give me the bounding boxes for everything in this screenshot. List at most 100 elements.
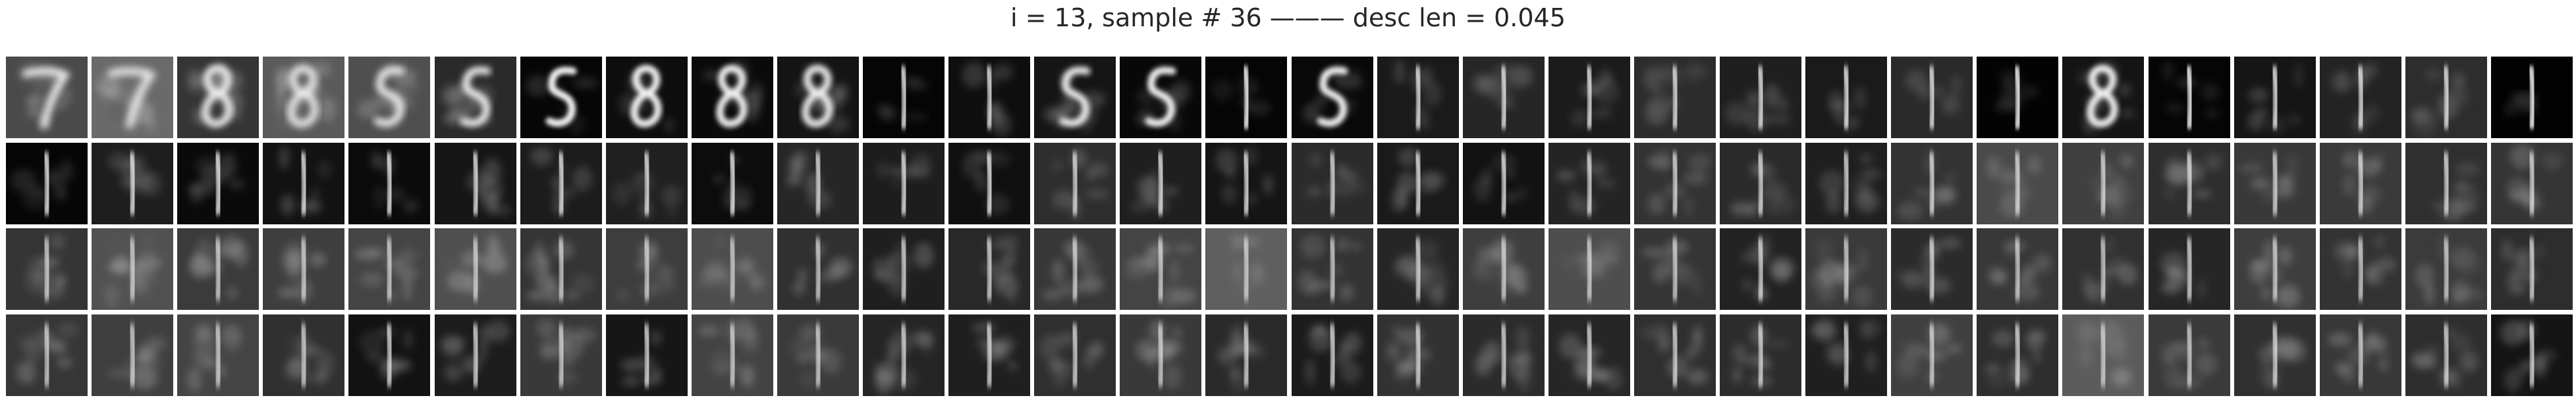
digit-thumbnail xyxy=(1633,142,1716,224)
digit-thumbnail xyxy=(6,57,88,138)
digit-thumbnail xyxy=(1462,57,1545,138)
digit-thumbnail xyxy=(263,314,345,397)
digit-thumbnail xyxy=(1120,314,1202,397)
digit-thumbnail xyxy=(434,228,516,311)
digit-thumbnail xyxy=(6,228,88,311)
digit-thumbnail xyxy=(1377,57,1459,138)
digit-thumbnail xyxy=(1120,228,1202,311)
digit-thumbnail xyxy=(92,228,174,311)
digit-thumbnail xyxy=(1291,228,1373,311)
digit-thumbnail xyxy=(777,142,859,224)
digit-thumbnail xyxy=(520,314,602,397)
digit-thumbnail xyxy=(2062,228,2145,311)
digit-thumbnail xyxy=(777,57,859,138)
digit-thumbnail xyxy=(1977,228,2059,311)
digit-thumbnail xyxy=(263,228,345,311)
digit-thumbnail xyxy=(1891,314,1973,397)
digit-thumbnail xyxy=(1720,142,1801,224)
digit-thumbnail xyxy=(1548,57,1630,138)
digit-thumbnail xyxy=(1291,314,1373,397)
digit-thumbnail xyxy=(1034,314,1116,397)
digit-thumbnail xyxy=(348,228,431,311)
digit-thumbnail xyxy=(1633,228,1716,311)
digit-thumbnail xyxy=(777,228,859,311)
digit-thumbnail xyxy=(520,228,602,311)
digit-thumbnail xyxy=(92,57,174,138)
digit-thumbnail xyxy=(2319,57,2401,138)
digit-thumbnail xyxy=(2148,228,2230,311)
digit-thumbnail xyxy=(1548,314,1630,397)
digit-thumbnail xyxy=(92,314,174,397)
digit-thumbnail xyxy=(605,314,688,397)
digit-thumbnail xyxy=(2490,314,2573,397)
digit-thumbnail xyxy=(2233,228,2316,311)
digit-thumbnail xyxy=(691,314,773,397)
digit-thumbnail xyxy=(605,228,688,311)
digit-thumbnail xyxy=(2319,142,2401,224)
digit-thumbnail xyxy=(1633,57,1716,138)
digit-thumbnail xyxy=(1205,142,1288,224)
digit-thumbnail xyxy=(1462,314,1545,397)
digit-thumbnail xyxy=(691,228,773,311)
digit-thumbnail xyxy=(1891,228,1973,311)
digit-thumbnail xyxy=(2405,142,2487,224)
digit-thumbnail xyxy=(6,142,88,224)
digit-thumbnail xyxy=(1720,57,1801,138)
digit-thumbnail xyxy=(177,228,260,311)
digit-thumbnail xyxy=(863,314,945,397)
digit-thumbnail xyxy=(177,314,260,397)
digit-thumbnail xyxy=(1977,314,2059,397)
digit-thumbnail xyxy=(348,57,431,138)
digit-thumbnail xyxy=(92,142,174,224)
digit-thumbnail xyxy=(2490,57,2573,138)
digit-thumbnail xyxy=(1205,57,1288,138)
digit-thumbnail xyxy=(348,142,431,224)
digit-thumbnail xyxy=(2490,228,2573,311)
digit-thumbnail xyxy=(1548,228,1630,311)
digit-thumbnail xyxy=(691,142,773,224)
digit-thumbnail xyxy=(434,142,516,224)
digit-thumbnail xyxy=(434,314,516,397)
digit-thumbnail xyxy=(1034,57,1116,138)
digit-thumbnail xyxy=(2148,57,2230,138)
digit-thumbnail xyxy=(2233,57,2316,138)
digit-thumbnail xyxy=(177,142,260,224)
digit-thumbnail xyxy=(2405,57,2487,138)
digit-thumbnail xyxy=(2062,142,2145,224)
digit-thumbnail xyxy=(2490,142,2573,224)
digit-thumbnail xyxy=(6,314,88,397)
digit-thumbnail xyxy=(1977,142,2059,224)
digit-thumbnail xyxy=(2062,57,2145,138)
digit-thumbnail xyxy=(948,57,1031,138)
digit-thumbnail xyxy=(1291,142,1373,224)
digit-thumbnail xyxy=(348,314,431,397)
digit-thumbnail xyxy=(1205,228,1288,311)
digit-thumbnail xyxy=(1462,142,1545,224)
digit-thumbnail xyxy=(177,57,260,138)
digit-thumbnail xyxy=(1120,57,1202,138)
digit-thumbnail xyxy=(1205,314,1288,397)
digit-thumbnail xyxy=(1377,142,1459,224)
digit-thumbnail xyxy=(691,57,773,138)
digit-thumbnail xyxy=(1120,142,1202,224)
digit-thumbnail xyxy=(1805,142,1888,224)
digit-thumbnail xyxy=(863,57,945,138)
digit-thumbnail xyxy=(2319,314,2401,397)
digit-thumbnail xyxy=(948,314,1031,397)
digit-thumbnail xyxy=(2233,314,2316,397)
digit-thumbnail xyxy=(2148,142,2230,224)
digit-thumbnail xyxy=(948,142,1031,224)
digit-thumbnail xyxy=(520,57,602,138)
digit-thumbnail xyxy=(434,57,516,138)
digit-thumbnail xyxy=(1977,57,2059,138)
digit-thumbnail xyxy=(1462,228,1545,311)
digit-thumbnail xyxy=(2062,314,2145,397)
digit-thumbnail xyxy=(863,228,945,311)
digit-thumbnail xyxy=(520,142,602,224)
digit-thumbnail xyxy=(605,142,688,224)
figure-title: i = 13, sample # 36 ——— desc len = 0.045 xyxy=(1010,3,1566,32)
digit-thumbnail xyxy=(1377,314,1459,397)
digit-thumbnail xyxy=(1633,314,1716,397)
digit-thumbnail xyxy=(263,57,345,138)
digit-thumbnail xyxy=(2405,314,2487,397)
